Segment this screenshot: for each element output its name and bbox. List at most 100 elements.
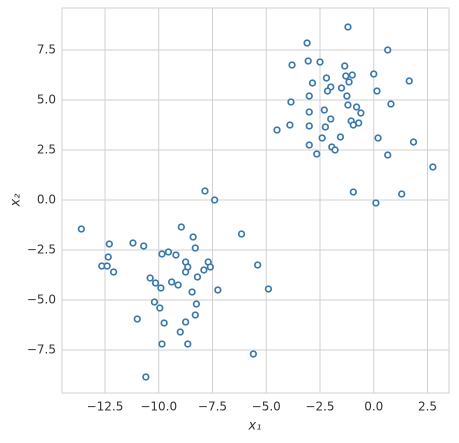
point (158, 250, 166, 258)
point (172, 251, 180, 259)
point (287, 98, 295, 106)
point (349, 121, 357, 129)
point (167, 278, 176, 286)
point (352, 103, 361, 111)
point (237, 230, 246, 238)
point (156, 304, 164, 312)
point (177, 223, 185, 231)
point (105, 240, 113, 248)
point (191, 244, 199, 252)
point (201, 187, 209, 195)
y-tick-label: 2.5 (37, 143, 56, 157)
point (327, 115, 335, 123)
point (316, 58, 324, 66)
x-tick-label: −12.5 (87, 400, 124, 414)
x-tick-label: 0.0 (364, 400, 383, 414)
point (370, 70, 378, 78)
plot-frame (61, 7, 450, 394)
y-tick-label: −2.5 (27, 243, 56, 257)
point (305, 92, 313, 100)
y-axis-label: x₂ (9, 194, 24, 208)
point (345, 78, 353, 86)
point (264, 285, 273, 293)
point (160, 319, 168, 327)
point (323, 87, 332, 95)
point (157, 284, 165, 292)
point (344, 101, 352, 109)
y-tick-label: 7.5 (37, 43, 56, 57)
point (322, 74, 331, 82)
point (133, 315, 141, 323)
point (387, 100, 395, 108)
point (181, 268, 190, 276)
point (341, 62, 349, 70)
point (188, 288, 196, 296)
x-tick-label: 2.5 (418, 400, 437, 414)
point (348, 71, 356, 79)
point (357, 109, 365, 117)
point (192, 300, 201, 308)
x-axis-label: x₁ (248, 419, 262, 434)
point (129, 239, 137, 247)
point (343, 92, 351, 100)
point (184, 340, 192, 348)
point (337, 84, 346, 92)
y-tick-label: 0.0 (37, 193, 56, 207)
point (304, 57, 312, 65)
point (158, 340, 166, 348)
point (374, 134, 382, 142)
point (249, 350, 258, 358)
point (193, 273, 202, 281)
point (164, 248, 173, 256)
point (146, 274, 154, 282)
point (305, 108, 313, 116)
x-tick-label: −10.0 (140, 400, 177, 414)
point (189, 233, 197, 241)
point (191, 311, 199, 319)
y-tick-label: −5.0 (27, 293, 56, 307)
point (318, 134, 326, 142)
point (313, 150, 321, 158)
point (206, 263, 215, 271)
point (336, 133, 345, 141)
point (253, 261, 262, 269)
point (214, 286, 222, 294)
point (405, 77, 413, 85)
point (320, 106, 328, 114)
point (331, 146, 339, 154)
point (103, 262, 111, 270)
point (151, 279, 160, 287)
point (150, 298, 159, 306)
x-tick-label: −2.5 (305, 400, 334, 414)
point (142, 373, 150, 381)
point (174, 281, 182, 289)
point (176, 328, 184, 336)
point (181, 318, 190, 326)
point (273, 126, 281, 134)
point (77, 225, 85, 233)
point (372, 199, 380, 207)
point (349, 188, 357, 196)
point (200, 266, 208, 274)
point (288, 61, 296, 69)
point (305, 122, 313, 130)
point (344, 23, 352, 31)
y-tick-label: 5.0 (37, 93, 56, 107)
y-tick-label: −7.5 (27, 343, 56, 357)
point (286, 121, 294, 129)
point (210, 196, 219, 204)
point (384, 46, 392, 54)
point (109, 268, 118, 276)
point (429, 163, 437, 171)
point (104, 253, 112, 261)
point (308, 79, 317, 87)
point (384, 151, 392, 159)
x-tick-label: −5.0 (252, 400, 281, 414)
point (303, 39, 311, 47)
point (305, 141, 313, 149)
x-tick-label: −7.5 (198, 400, 227, 414)
point (398, 190, 406, 198)
point (321, 123, 330, 131)
point (140, 242, 148, 250)
